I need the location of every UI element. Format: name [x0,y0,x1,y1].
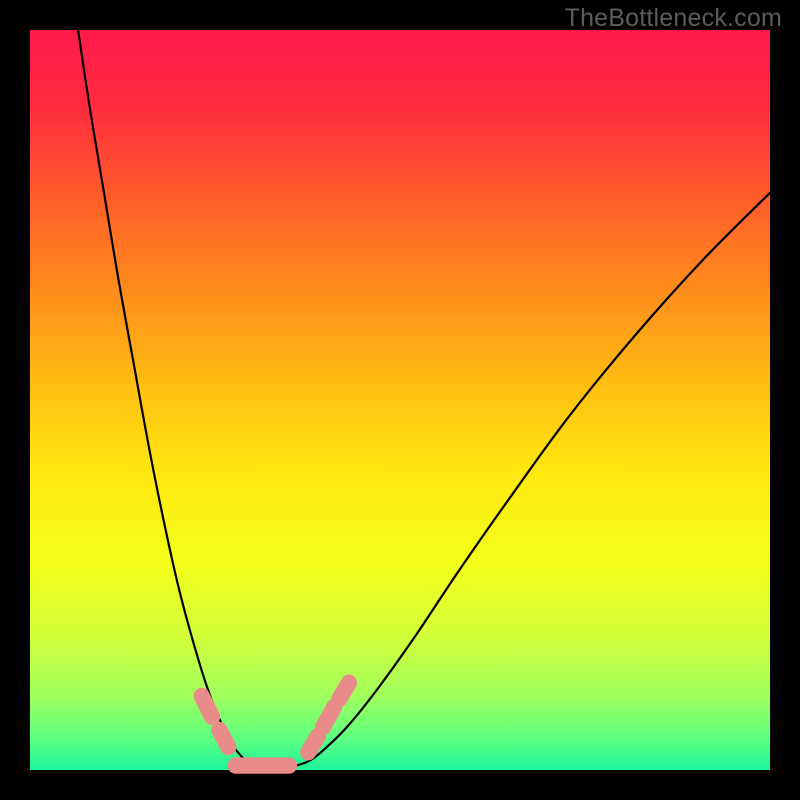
chart-svg [30,30,770,770]
marker-capsule [202,696,212,717]
marker-capsule [323,707,334,727]
plot-area [30,30,770,770]
left-curve [78,30,267,769]
watermark-text: TheBottleneck.com [565,4,782,33]
marker-capsule [339,683,349,699]
marker-capsule [308,736,318,752]
marker-group [202,683,349,766]
marker-capsule [219,730,228,747]
